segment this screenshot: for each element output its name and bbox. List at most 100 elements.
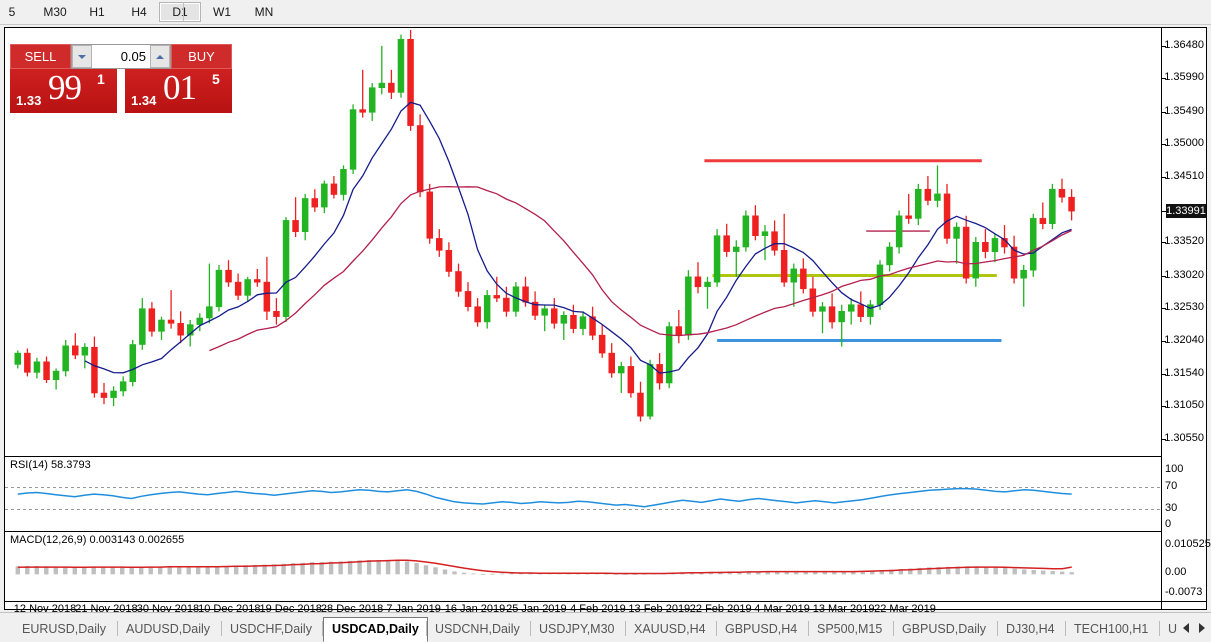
sell-price-display[interactable]: 1.33 99 1: [10, 69, 117, 113]
candle-body: [435, 238, 443, 251]
macd-bar: [1003, 567, 1008, 575]
volume-increase-button[interactable]: [150, 45, 170, 68]
chart-tab-sp500-m15[interactable]: SP500,M15: [817, 622, 883, 636]
macd-bar: [177, 566, 182, 575]
macd-bar: [1022, 569, 1027, 575]
chart-tab-tech100-h1[interactable]: TECH100,H1: [1074, 622, 1149, 636]
chart-tab-dj30-h4[interactable]: DJ30,H4: [1006, 622, 1055, 636]
macd-bar: [813, 571, 818, 575]
candle-body: [819, 306, 826, 312]
moving-average-ma-slow: [209, 185, 1072, 352]
candle-body: [1020, 269, 1027, 279]
candle-body: [579, 316, 587, 329]
macd-bar: [300, 562, 305, 575]
candle-body: [646, 364, 654, 417]
volume-decrease-button[interactable]: [72, 45, 92, 68]
chart-tab-usdcnh-daily[interactable]: USDCNH,Daily: [435, 622, 520, 636]
chart-tab-usdchf-daily[interactable]: USDCHF,Daily: [230, 622, 312, 636]
chart-tab-usdcad-daily[interactable]: USDCAD,Daily: [323, 617, 428, 642]
timeframe-button-d1[interactable]: D1: [159, 2, 201, 22]
macd-bar: [234, 565, 239, 575]
macd-bar: [328, 561, 334, 575]
macd-bar: [158, 566, 163, 575]
candle-body: [886, 246, 893, 266]
rsi-chart-canvas[interactable]: [5, 457, 1161, 532]
macd-bar: [832, 571, 837, 575]
macd-bar: [746, 571, 752, 575]
candle-body: [847, 304, 855, 312]
candle-body: [1039, 218, 1047, 224]
macd-bar: [186, 566, 191, 575]
macd-bar: [110, 566, 115, 575]
chart-tab-gbpusd-daily[interactable]: GBPUSD,Daily: [902, 622, 987, 636]
timeframe-button-h4[interactable]: H4: [131, 5, 147, 19]
candle-body: [378, 82, 386, 88]
tabs-scroll-right-icon[interactable]: [1199, 623, 1205, 633]
candle-body: [857, 304, 864, 317]
macd-bar: [908, 568, 913, 575]
candle-body: [991, 238, 999, 252]
candle-body: [474, 306, 481, 323]
tab-divider: [1159, 621, 1160, 636]
date-axis[interactable]: 12 Nov 2018 21 Nov 2018 30 Nov 2018 10 Dec …: [5, 601, 1206, 615]
candle-body: [1049, 188, 1056, 224]
macd-bar: [215, 566, 220, 575]
chart-tab-usdjpy-m30[interactable]: USDJPY,M30: [539, 622, 615, 636]
tab-divider: [997, 621, 998, 636]
candle-body: [972, 242, 979, 279]
candle-body: [1010, 246, 1018, 279]
candle-body: [368, 87, 376, 113]
candle-body: [943, 193, 951, 239]
candle-body: [311, 198, 318, 208]
price-chart-canvas[interactable]: [5, 28, 1161, 456]
candle-body: [732, 246, 740, 252]
volume-field[interactable]: 0.05: [71, 44, 171, 69]
sell-price-big: 99: [48, 69, 82, 107]
buy-button[interactable]: BUY: [171, 44, 232, 69]
candle-body: [244, 279, 251, 296]
timeframe-button-w1[interactable]: W1: [213, 5, 231, 19]
candle-body: [589, 316, 596, 336]
chart-tab-u[interactable]: U: [1168, 622, 1178, 636]
macd-bar: [25, 566, 30, 575]
macd-bar: [196, 566, 201, 575]
chart-tab-eurusd-daily[interactable]: EURUSD,Daily: [22, 622, 107, 636]
timeframe-button-mn[interactable]: MN: [254, 5, 274, 19]
chart-tab-audusd-daily[interactable]: AUDUSD,Daily: [126, 622, 211, 636]
macd-bar: [1050, 571, 1055, 575]
macd-chart-canvas[interactable]: [5, 532, 1161, 602]
sell-button[interactable]: SELL: [10, 44, 71, 69]
candle-body: [876, 264, 884, 305]
buy-price-display[interactable]: 1.34 01 5: [125, 69, 232, 113]
price-axis-label: 1.31050: [1164, 399, 1204, 412]
macd-label: MACD(12,26,9) 0.003143 0.002655: [10, 534, 185, 546]
chart-tab-gbpusd-h4[interactable]: GBPUSD,H4: [725, 622, 798, 636]
candle-body: [924, 188, 932, 201]
macd-bar: [91, 566, 96, 575]
candle-body: [206, 306, 213, 319]
current-price-tick: [1162, 211, 1166, 213]
candle-body: [771, 231, 778, 251]
volume-value: 0.05: [120, 49, 146, 64]
macd-signal-line: [17, 559, 1072, 575]
macd-bar: [63, 566, 68, 575]
timeframe-button-h1[interactable]: H1: [89, 5, 105, 19]
price-tick: [1162, 242, 1166, 244]
candle-body: [129, 344, 137, 383]
candle-body: [273, 310, 280, 317]
macd-bar: [319, 562, 324, 575]
macd-bar: [376, 560, 381, 575]
price-axis[interactable]: 1.36480 1.35990 1.35490 1.35000 1.34510 1.335…: [1162, 28, 1206, 456]
timeframe-button-m30[interactable]: M30: [43, 5, 67, 19]
macd-scale-axis: 0.010525 0.00 -0.0073: [1162, 531, 1211, 601]
candle-body: [148, 308, 156, 332]
chart-tab-xauusd-h4[interactable]: XAUUSD,H4: [634, 622, 706, 636]
candle-body: [503, 297, 510, 312]
tab-divider: [808, 621, 809, 636]
tabs-scroll-left-icon[interactable]: [1183, 623, 1189, 633]
macd-bar: [82, 566, 87, 575]
timeframe-button-5[interactable]: 5: [8, 5, 16, 19]
macd-bar: [889, 569, 894, 575]
chart-tab-bar: EURUSD,Daily AUDUSD,Daily USDCHF,Daily USDC…: [0, 612, 1211, 642]
candle-body: [914, 188, 922, 219]
